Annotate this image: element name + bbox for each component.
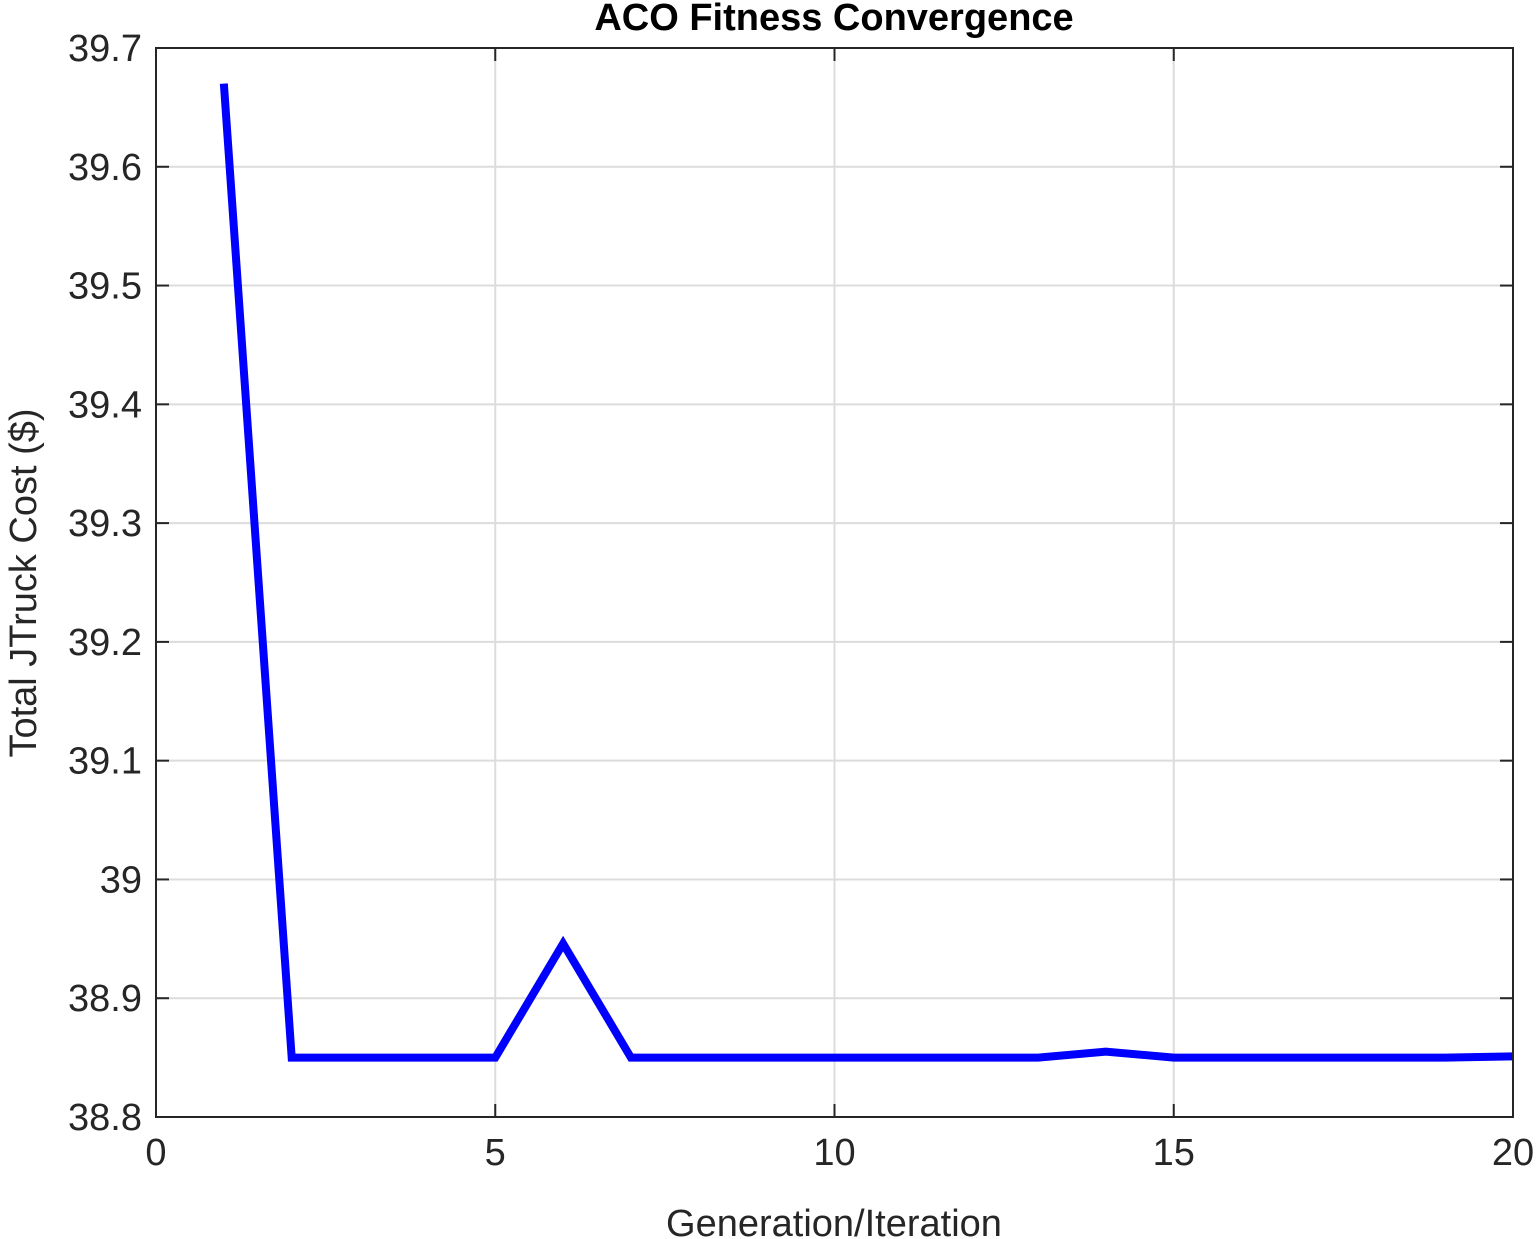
x-tick-label: 10 [813,1132,855,1174]
ticks-layer: 0 5 10 15 20 38.8 38.9 39 39.1 39.2 39.3 39.4 39.5 39… [68,28,1534,1174]
y-tick-label: 39.2 [68,622,142,664]
x-tick-label: 20 [1492,1132,1534,1174]
y-tick-label: 38.8 [68,1097,142,1139]
y-tick-label: 39.6 [68,147,142,189]
y-axis-label: Total JTruck Cost ($) [3,408,45,757]
chart-title: ACO Fitness Convergence [594,0,1073,39]
y-tick-label: 39.1 [68,741,142,783]
x-tick-label: 5 [485,1132,506,1174]
series-line [219,83,1514,1062]
x-tick-label: 15 [1153,1132,1195,1174]
x-tick-label: 0 [145,1132,166,1174]
y-tick-label: 39.5 [68,266,142,308]
y-tick-label: 39.7 [68,28,142,70]
y-tick-label: 39.3 [68,503,142,545]
y-tick-label: 39.4 [68,384,142,426]
y-tick-label: 38.9 [68,978,142,1020]
series-layer [219,83,1514,1062]
y-tick-label: 39 [100,859,142,901]
x-axis-label: Generation/Iteration [666,1203,1002,1239]
